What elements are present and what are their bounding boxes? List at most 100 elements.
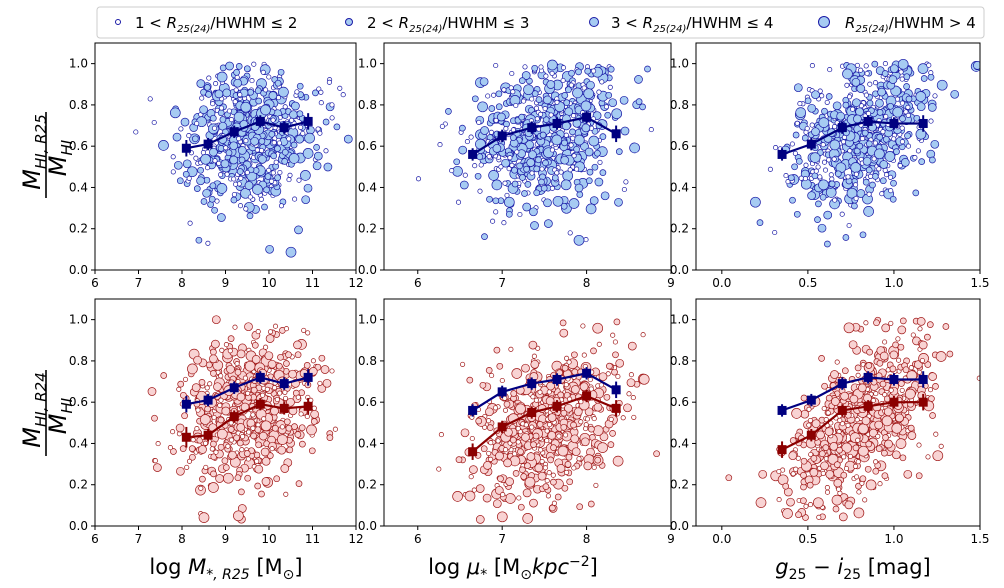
scatter-point xyxy=(547,431,557,440)
scatter-point xyxy=(567,167,573,173)
scatter-point xyxy=(521,71,531,80)
x-tick-label: 11 xyxy=(305,276,320,290)
scatter-point xyxy=(864,70,870,77)
legend-frame xyxy=(96,6,985,39)
scatter-point xyxy=(233,510,244,522)
scatter-point xyxy=(570,421,577,429)
scatter-point xyxy=(530,359,540,369)
scatter-point xyxy=(573,234,585,246)
scatter-point xyxy=(170,429,176,435)
scatter-point xyxy=(479,77,489,87)
binned-marker-blue xyxy=(552,374,562,384)
scatter-point xyxy=(827,67,833,73)
scatter-point xyxy=(788,451,798,461)
scatter-point xyxy=(216,183,228,194)
scatter-point xyxy=(574,166,580,172)
scatter-point xyxy=(511,180,519,188)
legend-entry-1: 1 < R25(24)/HWHM ≤ 2 xyxy=(115,14,297,35)
scatter-point xyxy=(920,75,928,82)
scatter-point xyxy=(280,464,290,473)
scatter-point xyxy=(877,481,883,487)
binned-marker-blue xyxy=(918,374,928,384)
scatter-point xyxy=(806,406,812,412)
scatter-point xyxy=(313,144,320,151)
scatter-point xyxy=(821,382,828,390)
scatter-point xyxy=(530,221,539,230)
scatter-point xyxy=(258,196,264,202)
scatter-point xyxy=(851,77,861,87)
scatter-point xyxy=(942,323,950,330)
scatter-point xyxy=(152,458,158,464)
scatter-point xyxy=(202,188,211,198)
y-tick-label: 0.2 xyxy=(358,222,377,236)
scatter-point xyxy=(532,432,540,440)
scatter-point xyxy=(186,175,192,181)
scatter-point xyxy=(517,211,523,218)
scatter-point xyxy=(486,195,493,203)
scatter-point xyxy=(818,450,826,458)
x-tick-label: 11 xyxy=(305,532,320,546)
scatter-point xyxy=(544,219,553,228)
scatter-point xyxy=(623,179,629,185)
legend-marker-4 xyxy=(818,16,830,28)
binned-marker-blue xyxy=(611,385,621,395)
scatter-point xyxy=(310,409,319,419)
x-tick-label: 10 xyxy=(261,532,276,546)
scatter-point xyxy=(462,172,468,178)
scatter-point xyxy=(596,341,602,347)
scatter-point xyxy=(266,74,272,80)
scatter-point xyxy=(269,178,275,184)
scatter-point xyxy=(547,422,553,428)
scatter-point xyxy=(498,164,504,170)
scatter-point xyxy=(229,141,239,151)
scatter-point xyxy=(881,449,888,457)
scatter-point xyxy=(888,188,894,194)
scatter-point xyxy=(210,348,217,356)
scatter-point xyxy=(888,320,894,326)
scatter-point xyxy=(591,163,599,171)
y-tick-label: 0.2 xyxy=(69,222,88,236)
scatter-point xyxy=(604,111,612,119)
scatter-point xyxy=(549,70,555,76)
scatter-point xyxy=(872,467,880,475)
scatter-point xyxy=(264,351,274,361)
y-tick-label: 0.8 xyxy=(670,354,689,368)
scatter-point xyxy=(615,373,621,380)
scatter-point xyxy=(522,202,532,212)
scatter-point xyxy=(560,77,566,84)
scatter-point xyxy=(840,139,847,145)
binned-marker-red xyxy=(279,403,289,413)
scatter-point xyxy=(287,172,293,178)
scatter-point xyxy=(539,458,545,465)
scatter-point xyxy=(260,104,271,116)
scatter-point xyxy=(250,412,256,418)
scatter-point xyxy=(544,478,550,484)
scatter-point xyxy=(133,129,139,135)
scatter-point xyxy=(570,434,580,444)
scatter-point xyxy=(815,164,821,170)
scatter-point xyxy=(792,131,800,139)
scatter-point xyxy=(793,83,803,93)
scatter-point xyxy=(915,148,921,154)
scatter-point xyxy=(588,425,595,433)
scatter-point xyxy=(543,198,552,208)
scatter-point xyxy=(873,319,880,327)
scatter-point xyxy=(568,69,575,77)
scatter-point xyxy=(832,197,838,203)
scatter-point xyxy=(876,133,884,141)
scatter-point xyxy=(160,372,168,379)
scatter-point xyxy=(800,394,808,402)
scatter-point xyxy=(512,451,518,457)
x-tick-label: 6 xyxy=(414,276,422,290)
scatter-point xyxy=(268,130,276,138)
scatter-point xyxy=(862,497,868,503)
scatter-point xyxy=(535,96,543,103)
scatter-point xyxy=(279,424,285,430)
scatter-point xyxy=(591,416,597,422)
scatter-point xyxy=(209,114,217,122)
scatter-point xyxy=(282,395,289,401)
binned-marker-blue xyxy=(863,372,873,382)
scatter-point xyxy=(178,126,184,132)
scatter-point xyxy=(821,159,828,165)
